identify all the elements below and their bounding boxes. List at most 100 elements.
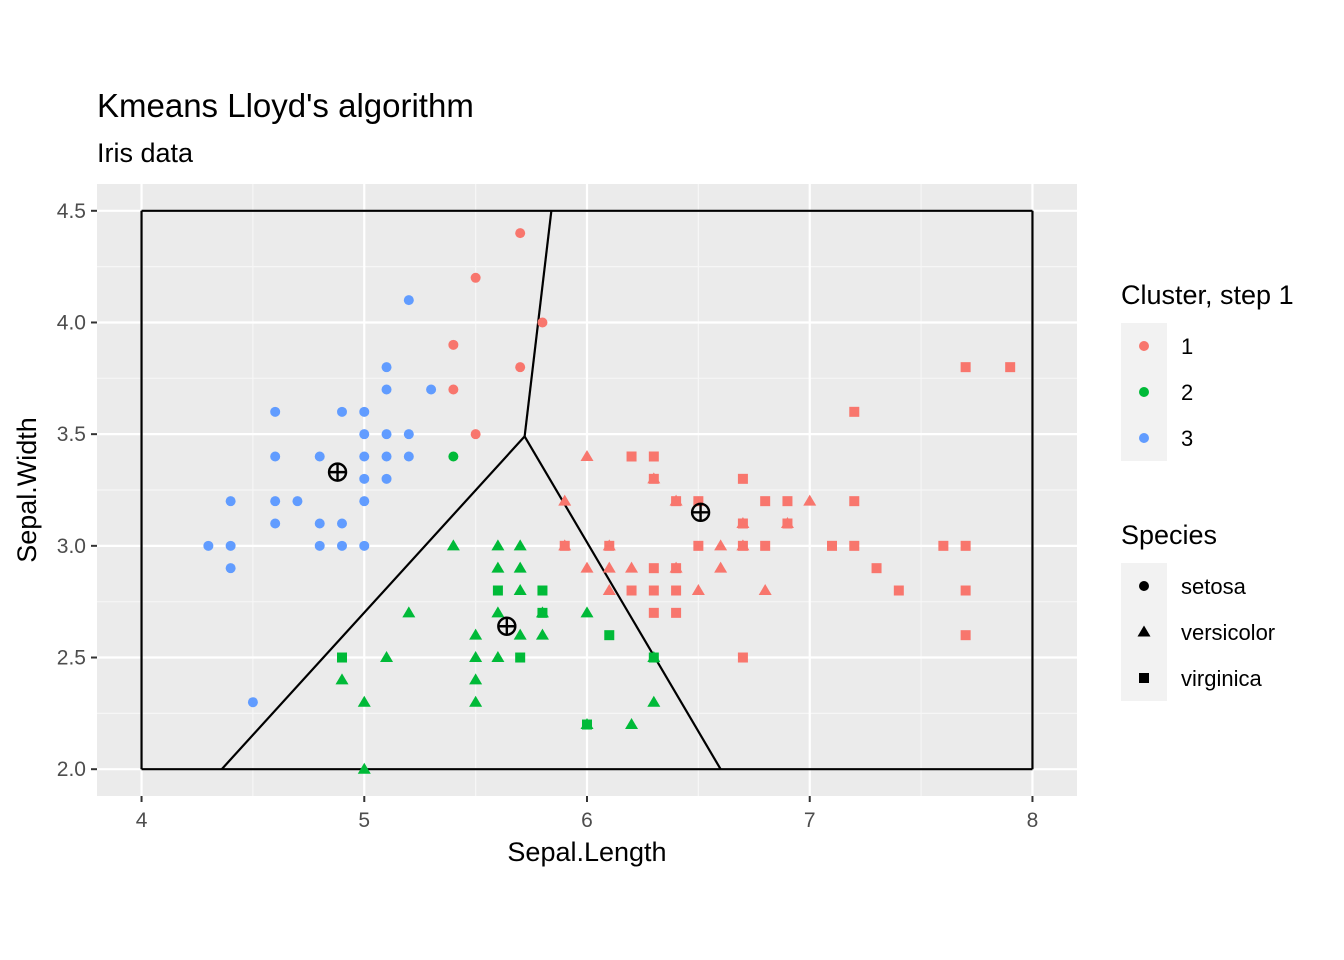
data-point <box>782 518 793 529</box>
data-point <box>559 540 570 551</box>
data-point <box>648 607 659 618</box>
legend-key-versicolor <box>1137 625 1151 637</box>
data-point <box>604 540 615 551</box>
data-point <box>827 540 837 551</box>
data-point <box>648 652 659 663</box>
data-point <box>380 651 394 663</box>
data-point <box>580 449 594 461</box>
legend-key-virginica <box>1139 673 1149 683</box>
data-point <box>849 540 860 551</box>
data-point <box>203 540 214 551</box>
data-point <box>758 584 772 596</box>
data-point <box>693 496 704 507</box>
data-point <box>626 585 637 596</box>
data-point <box>515 228 526 239</box>
data-point <box>381 473 392 484</box>
data-point <box>335 673 349 685</box>
x-tick-label: 8 <box>1027 809 1039 832</box>
data-point <box>403 295 414 306</box>
data-point <box>513 628 527 640</box>
data-point <box>357 695 371 707</box>
data-point <box>604 630 615 641</box>
y-axis-label: Sepal.Width <box>12 417 42 563</box>
legend-label-setosa: setosa <box>1181 574 1247 599</box>
y-tick-label: 3.0 <box>57 535 86 558</box>
voronoi-segment <box>523 435 722 770</box>
data-point <box>871 563 882 574</box>
data-point <box>737 473 748 484</box>
data-point <box>491 539 505 551</box>
data-point <box>469 695 483 707</box>
data-point <box>359 496 370 507</box>
data-point <box>893 585 904 596</box>
data-point <box>960 540 971 551</box>
data-point <box>359 429 370 440</box>
data-point <box>691 584 705 596</box>
data-point <box>359 473 370 484</box>
legend-key-cluster-2 <box>1139 387 1149 397</box>
data-point <box>270 451 281 462</box>
data-point <box>225 540 236 551</box>
data-point <box>602 584 616 596</box>
data-point <box>359 540 370 551</box>
data-point <box>446 539 460 551</box>
legend-label-cluster-3: 3 <box>1181 426 1193 451</box>
data-point <box>469 628 483 640</box>
data-point <box>381 362 392 373</box>
data-point <box>359 406 370 417</box>
y-tick-label: 4.0 <box>57 311 86 334</box>
y-tick-label: 2.0 <box>57 758 86 781</box>
cluster-legend-title: Cluster, step 1 <box>1121 280 1294 310</box>
data-point <box>470 429 481 440</box>
data-point <box>470 272 481 283</box>
voronoi-boundaries <box>140 209 1034 771</box>
data-point <box>782 496 793 507</box>
data-point <box>337 406 347 417</box>
data-point <box>448 339 459 350</box>
data-point <box>580 606 594 618</box>
data-point <box>314 451 325 462</box>
data-point <box>314 518 325 529</box>
data-point <box>513 561 527 573</box>
data-point <box>403 451 414 462</box>
data-point <box>625 718 639 730</box>
data-point <box>580 561 594 573</box>
x-tick-label: 4 <box>136 809 148 832</box>
data-point <box>1005 362 1016 373</box>
data-point <box>513 584 527 596</box>
data-point <box>381 384 392 395</box>
data-point <box>402 606 416 618</box>
data-point <box>960 362 971 373</box>
data-point <box>270 496 281 507</box>
data-point <box>737 540 748 551</box>
data-point <box>760 496 771 507</box>
data-point <box>448 384 459 395</box>
x-tick-label: 7 <box>804 809 816 832</box>
data-point <box>535 628 549 640</box>
data-point <box>225 563 236 574</box>
data-point <box>648 563 659 574</box>
data-point <box>714 539 728 551</box>
data-point <box>270 518 281 529</box>
data-point <box>671 563 682 574</box>
data-point <box>625 561 639 573</box>
data-point <box>225 496 236 507</box>
legend-label-versicolor: versicolor <box>1181 620 1275 645</box>
axis-ticks: 4 5 6 7 8 2.0 2.5 3.0 3.5 4.0 4.5 <box>57 200 1039 832</box>
cluster-legend: Cluster, step 1 1 2 3 <box>1121 280 1294 461</box>
data-point <box>938 540 949 551</box>
data-point <box>515 362 526 373</box>
y-tick-label: 4.5 <box>57 200 86 223</box>
legend-key-setosa <box>1139 581 1149 591</box>
data-point <box>760 540 771 551</box>
centroid-markers <box>327 462 711 636</box>
data-point <box>737 652 748 663</box>
data-point <box>314 540 325 551</box>
data-point <box>491 606 505 618</box>
data-point <box>513 539 527 551</box>
legend-label-cluster-2: 2 <box>1181 380 1193 405</box>
data-point <box>693 540 704 551</box>
chart-subtitle: Iris data <box>97 138 194 168</box>
data-point <box>469 651 483 663</box>
